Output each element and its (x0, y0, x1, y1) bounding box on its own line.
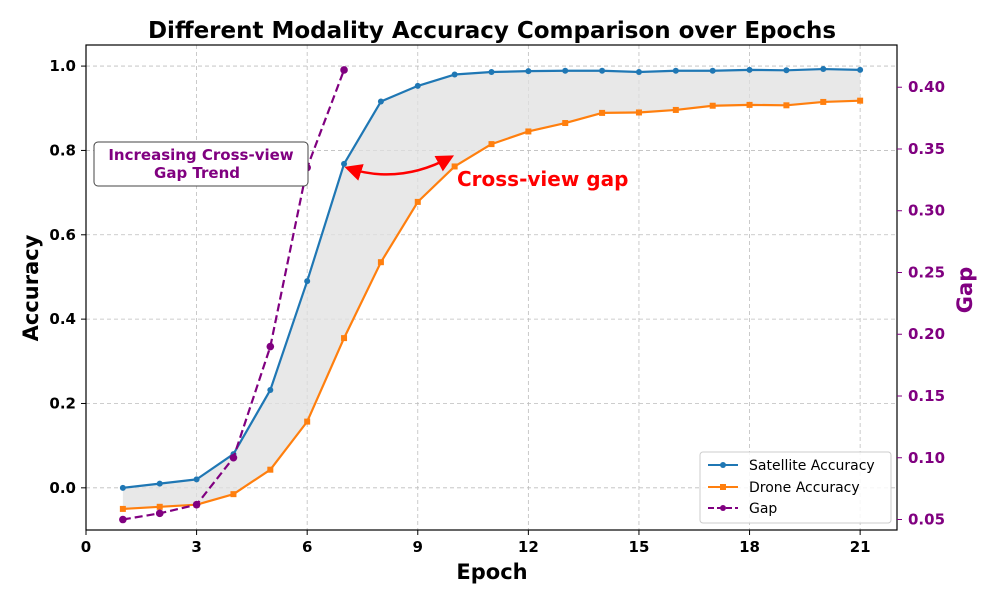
y-tick-label: 0.6 (49, 226, 76, 244)
satellite-accuracy-point (820, 66, 827, 73)
legend: Satellite Accuracy Drone Accuracy Gap (699, 451, 892, 524)
drone-accuracy-point (562, 120, 569, 127)
drone-accuracy-point (156, 503, 163, 510)
drone-accuracy-point (451, 163, 458, 170)
satellite-accuracy-point (709, 67, 716, 74)
y-tick-label: 1.0 (49, 57, 76, 75)
y2-tick-label: 0.40 (908, 78, 945, 96)
x-tick-label: 12 (518, 538, 539, 556)
satellite-accuracy-point (635, 68, 642, 75)
drone-accuracy-point (414, 198, 421, 205)
y-axis-label: Accuracy (19, 234, 43, 341)
trend-annotation-box (93, 141, 309, 187)
legend-satellite-marker (720, 462, 726, 468)
y2-tick-label: 0.30 (908, 202, 945, 220)
satellite-accuracy-point (488, 68, 495, 75)
drone-accuracy-point (230, 491, 237, 498)
y-tick-label: 0.4 (49, 310, 76, 328)
y2-tick-label: 0.25 (908, 263, 945, 281)
gap-fill-area (122, 69, 861, 509)
x-tick-label: 3 (191, 538, 201, 556)
gap-point (229, 453, 238, 462)
drone-accuracy-point (599, 109, 606, 116)
y2-tick-label: 0.15 (908, 387, 945, 405)
trend-annotation-line-1: Increasing Cross-view (108, 146, 293, 164)
gap-fill-region (122, 69, 861, 509)
y2-tick-label: 0.20 (908, 325, 945, 343)
legend-gap-label: Gap (749, 501, 777, 517)
satellite-accuracy-point (783, 67, 790, 74)
gap-point (266, 342, 275, 351)
legend-gap-marker (720, 505, 726, 511)
satellite-accuracy-point (562, 67, 569, 74)
drone-accuracy-point (635, 109, 642, 116)
drone-accuracy-point (267, 466, 274, 473)
satellite-accuracy-point (267, 386, 274, 393)
y-tick-label: 0.2 (49, 394, 76, 412)
series-group (119, 66, 864, 524)
gap-point (340, 66, 348, 74)
drone-accuracy-point (709, 102, 716, 109)
y2-axis-label: Gap (953, 267, 977, 313)
drone-accuracy-point (377, 259, 384, 266)
satellite-accuracy-point (672, 67, 679, 74)
cross-view-gap-annotation: Cross-view gap (344, 155, 628, 191)
x-tick-label: 15 (629, 538, 650, 556)
drone-accuracy-point (783, 102, 790, 109)
trend-annotation-line-2: Gap Trend (154, 164, 240, 182)
drone-accuracy-point (525, 128, 532, 135)
legend-satellite-label: Satellite Accuracy (749, 458, 875, 474)
drone-accuracy-point (341, 335, 348, 342)
drone-accuracy-point (746, 101, 753, 108)
y2-tick-label: 0.10 (908, 449, 945, 467)
cross-view-gap-arrow (344, 155, 455, 181)
y2-tick-label: 0.35 (908, 140, 945, 158)
legend-box (699, 451, 892, 524)
x-tick-label: 6 (302, 538, 312, 556)
legend-drone-marker (720, 484, 726, 490)
satellite-accuracy-point (414, 82, 421, 89)
x-axis-label: Epoch (456, 560, 527, 584)
satellite-accuracy-point (119, 484, 126, 491)
gap-point (119, 515, 127, 524)
satellite-accuracy-point (746, 66, 753, 73)
drone-accuracy-point (119, 505, 126, 512)
satellite-accuracy-point (193, 476, 200, 483)
x-tick-label: 9 (413, 538, 423, 556)
x-axis: 0 3 6 9 12 15 18 21 (81, 530, 871, 556)
satellite-accuracy-point (599, 67, 606, 74)
satellite-accuracy-point (451, 71, 458, 78)
satellite-accuracy-point (341, 160, 348, 167)
cross-view-gap-label: Cross-view gap (457, 167, 628, 191)
y-tick-label: 0.8 (49, 141, 76, 159)
satellite-accuracy-point (857, 66, 864, 73)
legend-drone-label: Drone Accuracy (749, 480, 860, 496)
gap-point (192, 500, 201, 509)
trend-annotation: Increasing Cross-view Gap Trend (93, 141, 309, 187)
drone-accuracy-point (820, 98, 827, 105)
x-tick-label: 21 (850, 538, 871, 556)
satellite-accuracy-point (304, 278, 311, 285)
satellite-accuracy-point (377, 98, 384, 105)
drone-accuracy-point (304, 418, 311, 425)
x-tick-label: 0 (81, 538, 91, 556)
y-axis-right: 0.05 0.10 0.15 0.20 0.25 0.30 0.35 0.40 (897, 78, 945, 529)
plot-frame (85, 44, 898, 531)
y-axis-left: 0.0 0.2 0.4 0.6 0.8 1.0 (49, 57, 86, 497)
x-tick-label: 18 (739, 538, 760, 556)
gap-point (155, 509, 164, 518)
y-tick-label: 0.0 (49, 479, 76, 497)
satellite-accuracy-point (156, 480, 163, 487)
y2-tick-label: 0.05 (908, 511, 945, 529)
chart-title: Different Modality Accuracy Comparison o… (148, 18, 836, 44)
drone-accuracy-point (672, 106, 679, 113)
drone-accuracy-point (857, 97, 864, 104)
satellite-accuracy-point (525, 68, 532, 75)
drone-accuracy-point (488, 141, 495, 148)
